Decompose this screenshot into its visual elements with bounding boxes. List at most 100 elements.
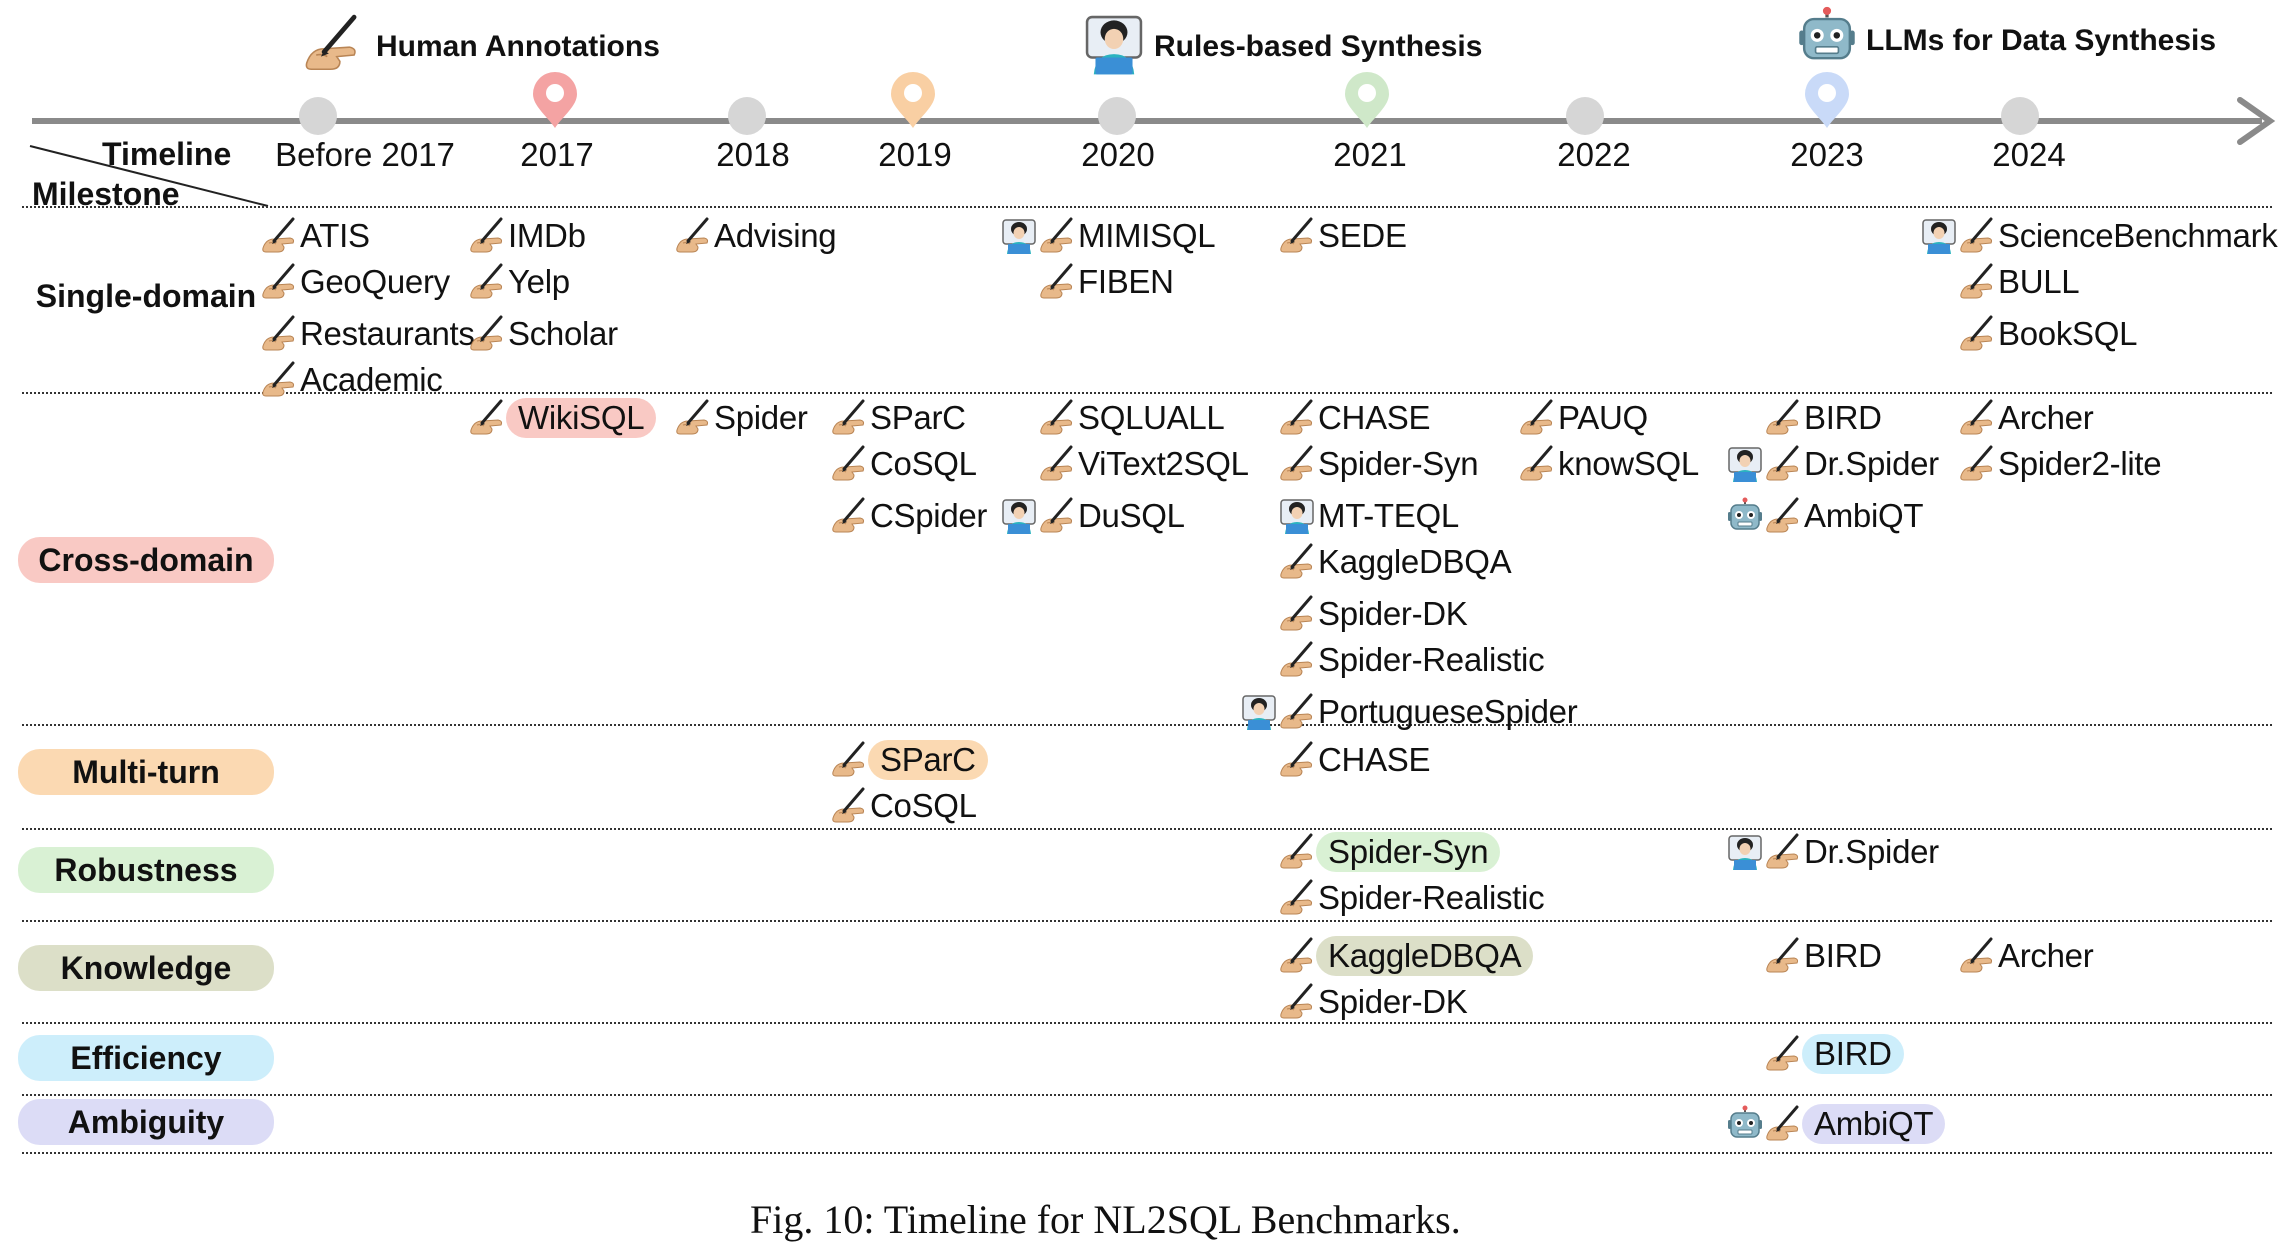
benchmark-item: GeoQuery — [260, 260, 456, 304]
figure-caption: Fig. 10: Timeline for NL2SQL Benchmarks. — [750, 1197, 1461, 1242]
benchmark-item: Spider2-lite — [1958, 442, 2167, 486]
row-label-knowledge: Knowledge — [18, 945, 274, 991]
year-label: 2023 — [1790, 136, 1864, 173]
row-label-single: Single-domain — [35, 277, 257, 314]
writing-hand-icon — [1518, 445, 1556, 483]
year-dot — [1098, 97, 1136, 135]
year-dot — [728, 97, 766, 135]
benchmark-name: KaggleDBQA — [1318, 543, 1512, 580]
year-label: 2017 — [520, 136, 594, 173]
robot-icon — [1726, 1105, 1764, 1143]
benchmark-name: CHASE — [1318, 741, 1431, 778]
corner-diagonal-line — [29, 145, 269, 207]
benchmark-name: GeoQuery — [300, 263, 450, 300]
benchmark-item: MT-TEQL — [1278, 494, 1465, 538]
writing-hand-icon — [1278, 595, 1316, 633]
row-separator — [22, 1152, 2272, 1154]
writing-hand-icon — [1518, 399, 1556, 437]
annotation-method-icons — [1278, 497, 1316, 535]
technologist-icon — [1726, 833, 1764, 871]
human-annotation-legend-icon — [298, 14, 366, 79]
benchmark-name: Archer — [1998, 399, 2094, 436]
year-dot — [299, 97, 337, 135]
benchmark-name: Dr.Spider — [1804, 445, 1939, 482]
benchmark-name: ATIS — [300, 217, 370, 254]
benchmark-name: Spider-DK — [1318, 983, 1468, 1020]
annotation-method-icons — [1518, 399, 1556, 437]
benchmark-item: Academic — [260, 358, 449, 402]
benchmark-name: Yelp — [508, 263, 570, 300]
annotation-method-icons — [830, 445, 868, 483]
benchmark-name: Spider-Realistic — [1318, 641, 1545, 678]
benchmark-item: CSpider — [830, 494, 993, 538]
benchmark-item: BIRD — [1764, 1032, 1904, 1076]
benchmark-name: Spider2-lite — [1998, 445, 2162, 482]
row-separator — [22, 392, 2272, 394]
benchmark-item: SParC — [830, 738, 988, 782]
benchmark-name: CHASE — [1318, 399, 1431, 436]
benchmark-name: Spider-Syn — [1316, 832, 1501, 872]
writing-hand-icon — [1764, 445, 1802, 483]
writing-hand-icon — [468, 263, 506, 301]
row-separator — [22, 1094, 2272, 1096]
writing-hand-icon — [1038, 445, 1076, 483]
annotation-method-icons — [1920, 217, 1996, 255]
benchmark-name: PAUQ — [1558, 399, 1648, 436]
annotation-method-icons — [1958, 315, 1996, 353]
writing-hand-icon — [1278, 445, 1316, 483]
annotation-method-icons — [830, 399, 868, 437]
benchmark-name: CoSQL — [870, 787, 977, 824]
benchmark-name: Scholar — [508, 315, 618, 352]
benchmark-item: Dr.Spider — [1726, 442, 1945, 486]
annotation-method-icons — [260, 217, 298, 255]
benchmark-name: BIRD — [1802, 1034, 1904, 1074]
writing-hand-icon — [1038, 217, 1076, 255]
technologist-icon — [1000, 497, 1038, 535]
benchmark-name: Spider-DK — [1318, 595, 1468, 632]
benchmark-item: IMDb — [468, 214, 592, 258]
writing-hand-icon — [1764, 497, 1802, 535]
annotation-method-icons — [260, 263, 298, 301]
annotation-method-icons — [468, 263, 506, 301]
technologist-icon — [1000, 217, 1038, 255]
writing-hand-icon — [1958, 937, 1996, 975]
legend-llms-for-data-synthesis: LLMs for Data Synthesis — [1866, 24, 2217, 57]
annotation-method-icons — [468, 315, 506, 353]
annotation-method-icons — [1000, 497, 1076, 535]
benchmark-item: Spider-Realistic — [1278, 638, 1550, 682]
writing-hand-icon — [830, 787, 868, 825]
writing-hand-icon — [1278, 833, 1316, 871]
row-separator — [22, 206, 2272, 208]
benchmark-name: Advising — [714, 217, 837, 254]
annotation-method-icons — [1958, 937, 1996, 975]
annotation-method-icons — [1278, 641, 1316, 679]
year-label: 2022 — [1557, 136, 1631, 173]
legend-human-annotations: Human Annotations — [376, 30, 660, 63]
benchmark-item: BIRD — [1764, 396, 1888, 440]
row-separator — [22, 920, 2272, 922]
year-label: 2021 — [1333, 136, 1407, 173]
benchmark-item: CHASE — [1278, 396, 1436, 440]
writing-hand-icon — [1278, 879, 1316, 917]
annotation-method-icons — [1764, 399, 1802, 437]
writing-hand-icon — [1038, 399, 1076, 437]
annotation-method-icons — [1278, 543, 1316, 581]
annotation-method-icons — [1000, 217, 1076, 255]
benchmark-item: PortugueseSpider — [1240, 690, 1583, 734]
benchmark-item: DuSQL — [1000, 494, 1191, 538]
benchmark-name: MT-TEQL — [1318, 497, 1459, 534]
writing-hand-icon — [1278, 693, 1316, 731]
row-label-cross: Cross-domain — [18, 537, 274, 583]
benchmark-item: Archer — [1958, 396, 2099, 440]
annotation-method-icons — [1038, 399, 1076, 437]
benchmark-item: Scholar — [468, 312, 624, 356]
benchmark-item: CoSQL — [830, 442, 983, 486]
timeline-axis — [32, 72, 2276, 145]
annotation-method-icons — [830, 787, 868, 825]
benchmark-name: BIRD — [1804, 937, 1882, 974]
benchmark-item: BookSQL — [1958, 312, 2143, 356]
benchmark-name: KaggleDBQA — [1316, 936, 1534, 976]
year-label: 2018 — [716, 136, 790, 173]
benchmark-name: IMDb — [508, 217, 586, 254]
